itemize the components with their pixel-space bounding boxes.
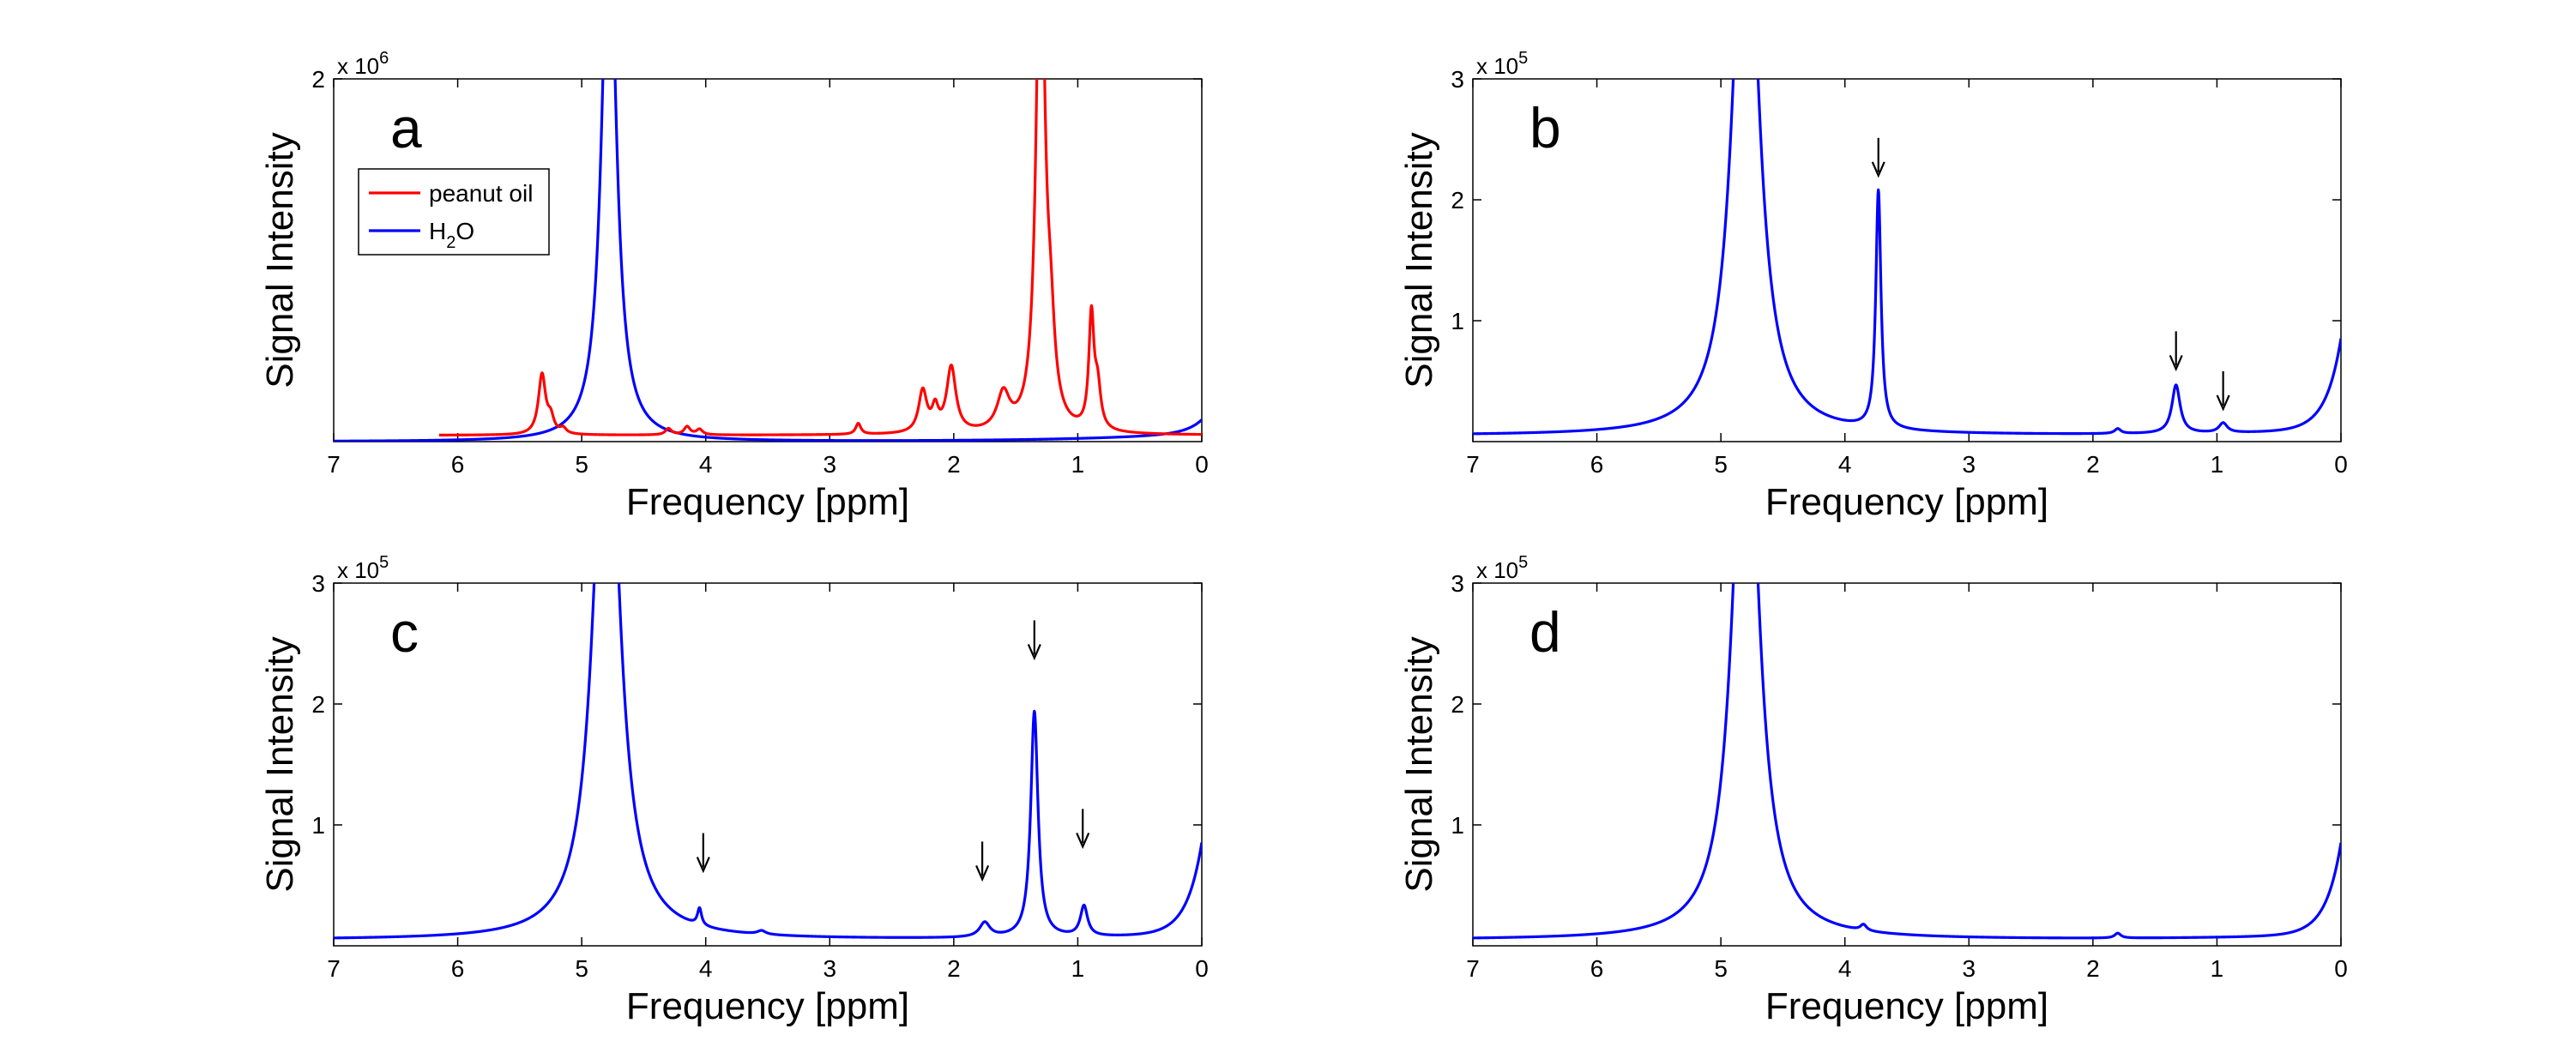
- x-tick-label: 0: [2334, 955, 2348, 982]
- x-tick-label: 6: [1590, 955, 1604, 982]
- y-tick-label: 2: [311, 66, 325, 93]
- x-tick-label: 0: [2334, 451, 2348, 478]
- peak-arrow: [696, 833, 710, 874]
- x-tick-label: 4: [1838, 451, 1852, 478]
- y-axis-label: Signal Intensity: [1398, 132, 1440, 388]
- legend-entry-label: H2O: [429, 218, 474, 252]
- y-axis-label: Signal Intensity: [259, 636, 301, 892]
- x-tick-label: 6: [451, 451, 465, 478]
- scale-base: x 10: [1476, 557, 1518, 583]
- x-tick-label: 1: [2211, 451, 2224, 478]
- series-line-h2o: [334, 79, 1202, 442]
- x-axis-label: Frequency [ppm]: [626, 481, 909, 523]
- x-tick-label: 4: [1838, 955, 1852, 982]
- legend: peanut oil H2O: [358, 168, 550, 256]
- x-tick-label: 7: [327, 451, 341, 478]
- axis-scale-factor: x 106: [337, 49, 389, 79]
- y-axis-label: Signal Intensity: [259, 132, 301, 388]
- plot-frame: [1472, 78, 2342, 442]
- peak-arrow: [1076, 809, 1090, 850]
- x-tick-label: 7: [1466, 955, 1480, 982]
- panel-letter: a: [390, 96, 422, 159]
- x-tick-label: 6: [451, 955, 465, 982]
- y-tick-label: 2: [1451, 187, 1464, 214]
- y-tick-label: 3: [1451, 570, 1464, 597]
- x-tick-label: 4: [699, 451, 713, 478]
- x-tick-label: 1: [2211, 955, 2224, 982]
- x-tick-label: 7: [1466, 451, 1480, 478]
- peak-arrow: [2169, 331, 2183, 372]
- scale-exponent: 5: [379, 553, 389, 572]
- x-tick-label: 6: [1590, 451, 1604, 478]
- x-tick-label: 1: [1071, 451, 1085, 478]
- scale-base: x 10: [1476, 53, 1518, 79]
- peak-arrow: [975, 841, 990, 882]
- x-tick-label: 2: [947, 955, 961, 982]
- panel-letter: c: [390, 600, 419, 664]
- x-tick-label: 7: [327, 955, 341, 982]
- series-group: [1473, 583, 2341, 940]
- panel-letter: b: [1529, 96, 1561, 159]
- y-tick-label: 3: [311, 570, 325, 597]
- x-tick-label: 1: [1071, 955, 1085, 982]
- x-tick-label: 3: [1962, 451, 1976, 478]
- x-tick-label: 3: [1962, 955, 1976, 982]
- x-tick-label: 0: [1195, 955, 1209, 982]
- series-line-spectrum: [1473, 583, 2341, 940]
- axis-scale-factor: x 105: [1476, 49, 1528, 79]
- plot-frame: [333, 582, 1203, 947]
- x-tick-label: 3: [823, 451, 836, 478]
- legend-entry-label: peanut oil: [429, 180, 533, 207]
- y-tick-label: 2: [1451, 691, 1464, 718]
- series-line-peanut-oil: [437, 79, 1202, 436]
- scale-exponent: 6: [379, 49, 389, 68]
- x-tick-label: 3: [823, 955, 836, 982]
- legend-box: [358, 168, 550, 256]
- x-axis-label: Frequency [ppm]: [1765, 985, 2048, 1027]
- panel-letter: d: [1529, 600, 1561, 664]
- peak-arrow: [2216, 370, 2230, 412]
- scale-base: x 10: [337, 53, 379, 79]
- x-tick-label: 2: [947, 451, 961, 478]
- series-line-spectrum: [1473, 79, 2341, 436]
- peak-arrow: [1871, 137, 1885, 178]
- y-tick-label: 1: [311, 812, 325, 839]
- x-tick-label: 5: [575, 451, 588, 478]
- scale-exponent: 5: [1518, 553, 1528, 572]
- series-line-spectrum: [334, 583, 1202, 940]
- x-tick-label: 5: [1714, 955, 1728, 982]
- axis-scale-factor: x 105: [337, 553, 389, 583]
- series-group: [1473, 79, 2341, 436]
- x-axis-label: Frequency [ppm]: [626, 985, 909, 1027]
- y-tick-label: 3: [1451, 66, 1464, 93]
- axis-scale-factor: x 105: [1476, 553, 1528, 583]
- y-tick-label: 1: [1451, 308, 1464, 334]
- series-group: [334, 79, 1202, 442]
- series-group: [334, 583, 1202, 940]
- x-tick-label: 2: [2086, 451, 2100, 478]
- y-tick-label: 1: [1451, 812, 1464, 839]
- x-tick-label: 0: [1195, 451, 1209, 478]
- scale-base: x 10: [337, 557, 379, 583]
- x-tick-label: 4: [699, 955, 713, 982]
- peak-arrow: [1027, 620, 1041, 661]
- x-tick-label: 5: [575, 955, 588, 982]
- scale-exponent: 5: [1518, 49, 1528, 68]
- x-tick-label: 2: [2086, 955, 2100, 982]
- x-tick-label: 5: [1714, 451, 1728, 478]
- y-axis-label: Signal Intensity: [1398, 636, 1440, 892]
- x-axis-label: Frequency [ppm]: [1765, 481, 2048, 523]
- y-tick-label: 2: [311, 691, 325, 718]
- plot-frame: [1472, 582, 2342, 947]
- plot-frame: [333, 78, 1203, 442]
